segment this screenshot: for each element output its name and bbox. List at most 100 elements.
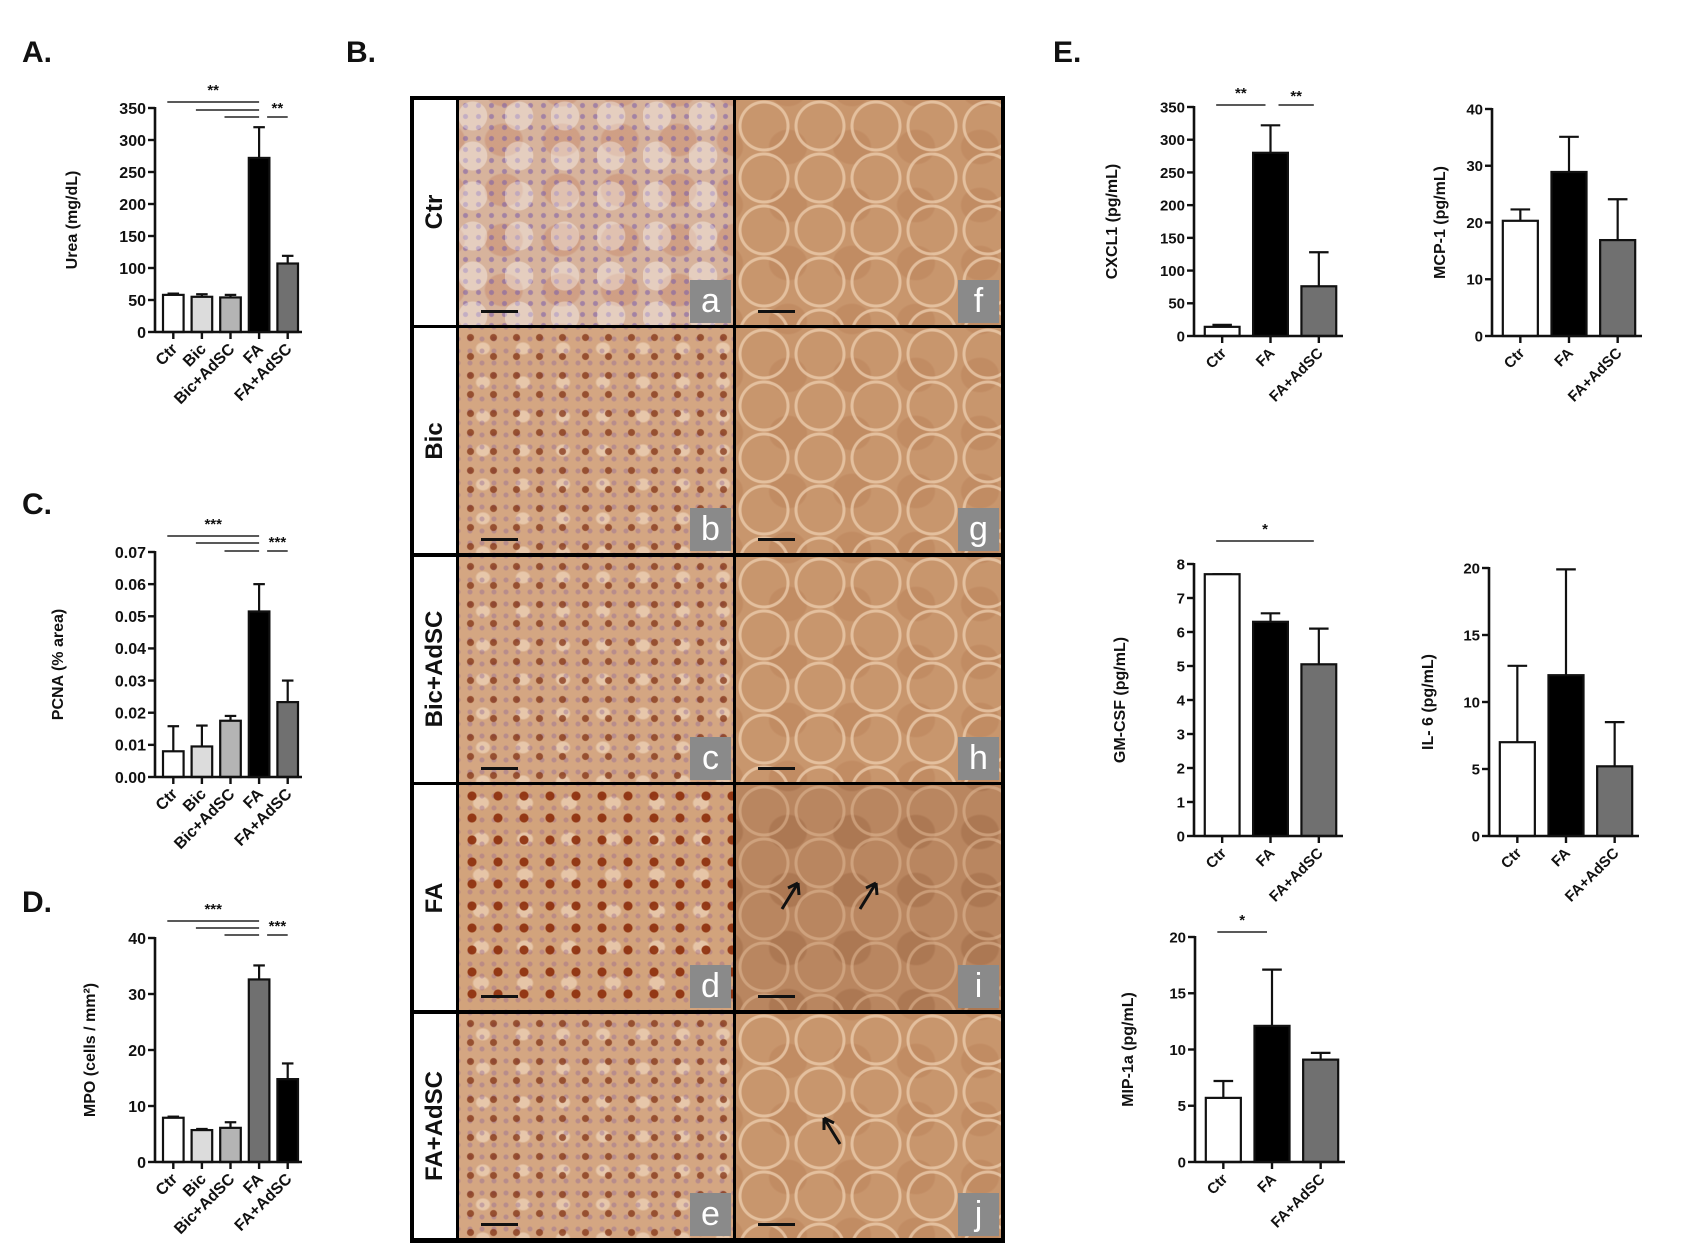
scale-bar (758, 1223, 795, 1227)
x-tick-label: Ctr (1204, 1171, 1231, 1198)
bar-fa (1251, 620, 1289, 838)
y-tick-label: 300 (1160, 132, 1185, 149)
micrograph: c (459, 556, 733, 782)
bar-fa-adsc (1599, 238, 1637, 338)
y-tick-label: 10 (1463, 694, 1480, 711)
y-tick-label: 0 (1178, 1154, 1186, 1171)
y-axis-label: PCNA (% area) (50, 609, 67, 720)
y-tick-label: 200 (119, 197, 146, 214)
y-tick-label: 50 (1168, 296, 1185, 313)
significance-label: *** (269, 918, 287, 935)
y-tick-label: 10 (128, 1099, 146, 1116)
scale-bar (481, 1223, 518, 1227)
histology-row: FA+AdSC e j (414, 1013, 1001, 1239)
y-tick-label: 15 (1169, 986, 1186, 1003)
y-tick-label: 5 (1178, 1098, 1186, 1115)
y-tick-label: 4 (1177, 692, 1186, 709)
y-tick-label: 2 (1177, 760, 1185, 777)
micrograph: h (736, 556, 1001, 782)
y-axis-label: MIP-1a (pg/mL) (1120, 992, 1137, 1107)
scale-bar (758, 538, 795, 542)
y-axis-label: MPO (cells / mm²) (82, 983, 99, 1117)
row-label: Ctr (414, 100, 459, 325)
x-tick-label: FA (1548, 845, 1574, 871)
y-tick-label: 20 (1466, 215, 1483, 232)
y-tick-label: 0.00 (115, 770, 146, 787)
bar-fa (1550, 170, 1588, 338)
y-tick-label: 5 (1472, 761, 1480, 778)
arrow-icon (858, 881, 879, 910)
y-tick-label: 300 (119, 133, 146, 150)
x-tick-label: Ctr (1203, 845, 1230, 872)
bar-fa-adsc (276, 1078, 300, 1164)
micrograph: a (459, 100, 733, 325)
micrograph: d (459, 785, 733, 1010)
y-tick-label: 5 (1177, 658, 1185, 675)
scale-bar (758, 309, 795, 313)
y-tick-label: 20 (128, 1043, 146, 1060)
x-tick-label: FA+AdSC (1268, 1171, 1329, 1232)
scale-bar (758, 766, 795, 770)
x-tick-label: Ctr (1498, 845, 1525, 872)
y-tick-label: 1 (1177, 794, 1185, 811)
y-tick-label: 0.01 (115, 738, 146, 755)
y-tick-label: 7 (1177, 590, 1185, 607)
significance-label: * (1239, 912, 1245, 929)
x-tick-label: FA+AdSC (1562, 845, 1623, 906)
y-tick-label: 0 (137, 325, 146, 342)
y-axis-label: MCP-1 (pg/mL) (1432, 166, 1449, 279)
significance-label: ** (272, 100, 284, 117)
y-tick-label: 0.06 (115, 577, 146, 594)
micrograph: e (459, 1013, 733, 1239)
y-tick-label: 150 (1160, 230, 1185, 247)
micrograph-letter: a (690, 279, 731, 323)
bar-fa (247, 978, 271, 1164)
y-tick-label: 150 (119, 229, 146, 246)
x-tick-label: FA (1254, 1171, 1280, 1197)
micrograph: g (736, 328, 1001, 554)
y-tick-label: 50 (128, 293, 146, 310)
y-tick-label: 0.04 (115, 641, 146, 658)
x-tick-label: Ctr (153, 341, 181, 369)
bar-bic-adsc (219, 296, 242, 334)
bar-bic-adsc (219, 719, 242, 779)
x-tick-label: Ctr (1203, 345, 1230, 372)
x-tick-label: FA (1253, 845, 1279, 871)
bar-fa-adsc (1302, 1058, 1340, 1164)
x-tick-label: FA (1253, 345, 1279, 371)
y-axis-label: IL- 6 (pg/mL) (1420, 654, 1437, 750)
arrow-icon (822, 1116, 842, 1145)
bar-fa-adsc (1300, 663, 1338, 838)
arrow-icon (780, 881, 801, 910)
y-axis-label: Urea (mg/dL) (64, 171, 81, 270)
bar-ctr (1203, 325, 1241, 338)
significance-label: ** (1235, 85, 1247, 102)
bar-bic (190, 1128, 214, 1164)
y-tick-label: 40 (128, 931, 146, 948)
scale-bar (758, 994, 795, 998)
micrograph-letter: c (690, 736, 731, 780)
y-tick-label: 350 (119, 101, 146, 118)
bar-ctr (1203, 573, 1241, 838)
bar-bic (190, 745, 214, 779)
y-tick-label: 250 (119, 165, 146, 182)
y-tick-label: 20 (1169, 929, 1186, 946)
significance-label: *** (204, 516, 222, 533)
y-tick-label: 0 (1472, 828, 1480, 845)
row-label: Bic+AdSC (414, 556, 459, 782)
y-tick-label: 15 (1463, 627, 1480, 644)
x-tick-label: Ctr (153, 786, 181, 814)
chart-c: 0.000.010.020.030.040.050.060.07CtrBicBi… (50, 516, 302, 853)
row-label: FA+AdSC (414, 1013, 459, 1239)
micrograph-letter: f (958, 279, 999, 323)
scale-bar (481, 766, 518, 770)
x-tick-label: FA+AdSC (1565, 345, 1626, 406)
micrograph-letter: i (958, 964, 999, 1008)
y-tick-label: 0 (1177, 828, 1185, 845)
bar-fa (247, 156, 271, 334)
panel-label-b: B. (346, 36, 376, 69)
scale-bar (481, 994, 518, 998)
scale-bar (481, 309, 518, 313)
